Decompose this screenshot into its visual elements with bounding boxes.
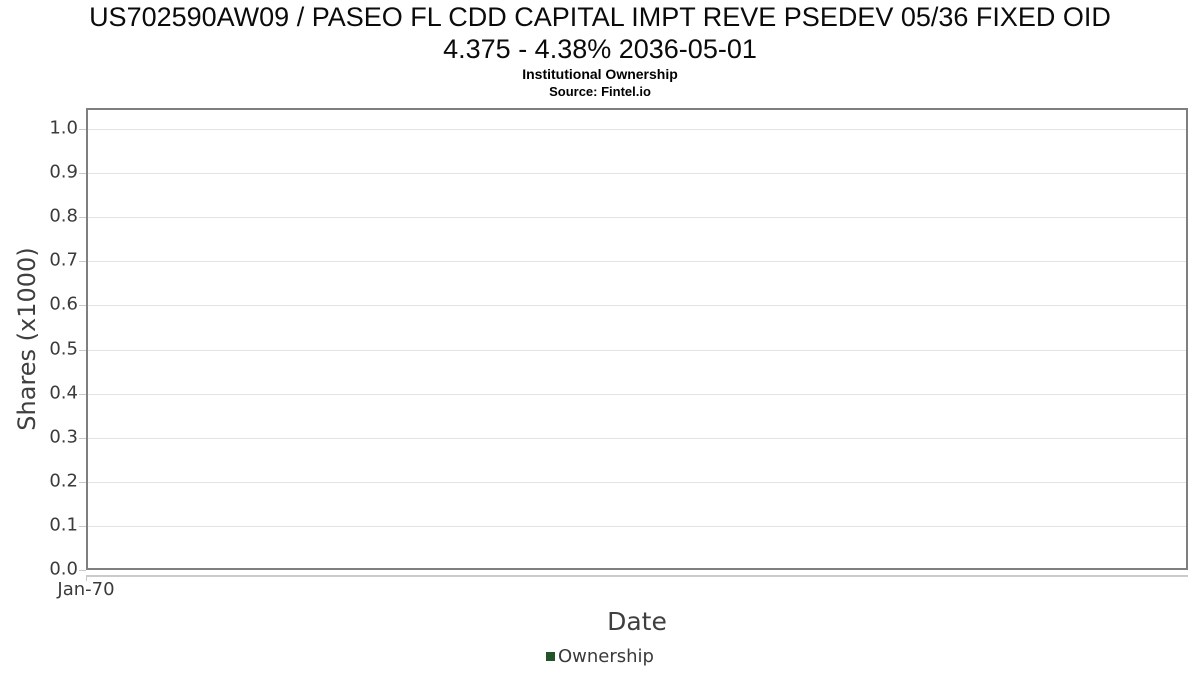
y-tick-label: 0.4 bbox=[49, 382, 78, 404]
y-tick-mark bbox=[79, 570, 86, 571]
chart-subtitle: Institutional Ownership bbox=[522, 66, 678, 82]
x-tick-mark bbox=[86, 575, 87, 581]
y-gridline bbox=[88, 350, 1186, 351]
y-gridline bbox=[88, 129, 1186, 130]
y-tick-label: 0.7 bbox=[49, 249, 78, 271]
plot-area bbox=[86, 108, 1188, 570]
y-tick-label: 0.1 bbox=[49, 514, 78, 536]
y-gridline bbox=[88, 438, 1186, 439]
legend-label: Ownership bbox=[558, 646, 654, 667]
y-tick-mark bbox=[79, 438, 86, 439]
y-tick-label: 0.2 bbox=[49, 470, 78, 492]
legend-item-ownership[interactable]: Ownership bbox=[546, 646, 654, 667]
y-gridline bbox=[88, 305, 1186, 306]
y-tick-mark bbox=[79, 173, 86, 174]
y-gridline bbox=[88, 482, 1186, 483]
chart-legend: Ownership bbox=[0, 646, 1200, 667]
y-tick-label: 0.6 bbox=[49, 293, 78, 315]
y-tick-label: 0.5 bbox=[49, 338, 78, 360]
x-tick-label: Jan-70 bbox=[57, 579, 115, 600]
y-tick-mark bbox=[79, 261, 86, 262]
y-tick-mark bbox=[79, 526, 86, 527]
y-tick-label: 0.9 bbox=[49, 161, 78, 183]
legend-swatch-icon bbox=[546, 652, 555, 661]
y-tick-mark bbox=[79, 217, 86, 218]
y-tick-label: 0.3 bbox=[49, 426, 78, 448]
chart-title-line2: 4.375 - 4.38% 2036-05-01 bbox=[443, 34, 757, 64]
x-axis-title: Date bbox=[607, 607, 667, 636]
chart-source: Source: Fintel.io bbox=[549, 84, 651, 99]
chart-title-line1: US702590AW09 / PASEO FL CDD CAPITAL IMPT… bbox=[89, 2, 1111, 32]
y-tick-mark bbox=[79, 482, 86, 483]
y-tick-mark bbox=[79, 394, 86, 395]
y-gridline bbox=[88, 526, 1186, 527]
chart-title: US702590AW09 / PASEO FL CDD CAPITAL IMPT… bbox=[0, 1, 1200, 65]
y-tick-mark bbox=[79, 305, 86, 306]
y-gridline bbox=[88, 261, 1186, 262]
y-gridline bbox=[88, 217, 1186, 218]
y-tick-label: 1.0 bbox=[49, 117, 78, 139]
y-tick-mark bbox=[79, 129, 86, 130]
y-tick-label: 0.8 bbox=[49, 205, 78, 227]
y-gridline bbox=[88, 394, 1186, 395]
y-tick-mark bbox=[79, 350, 86, 351]
y-gridline bbox=[88, 173, 1186, 174]
x-axis-line bbox=[86, 575, 1188, 577]
y-tick-label: 0.0 bbox=[49, 558, 78, 580]
